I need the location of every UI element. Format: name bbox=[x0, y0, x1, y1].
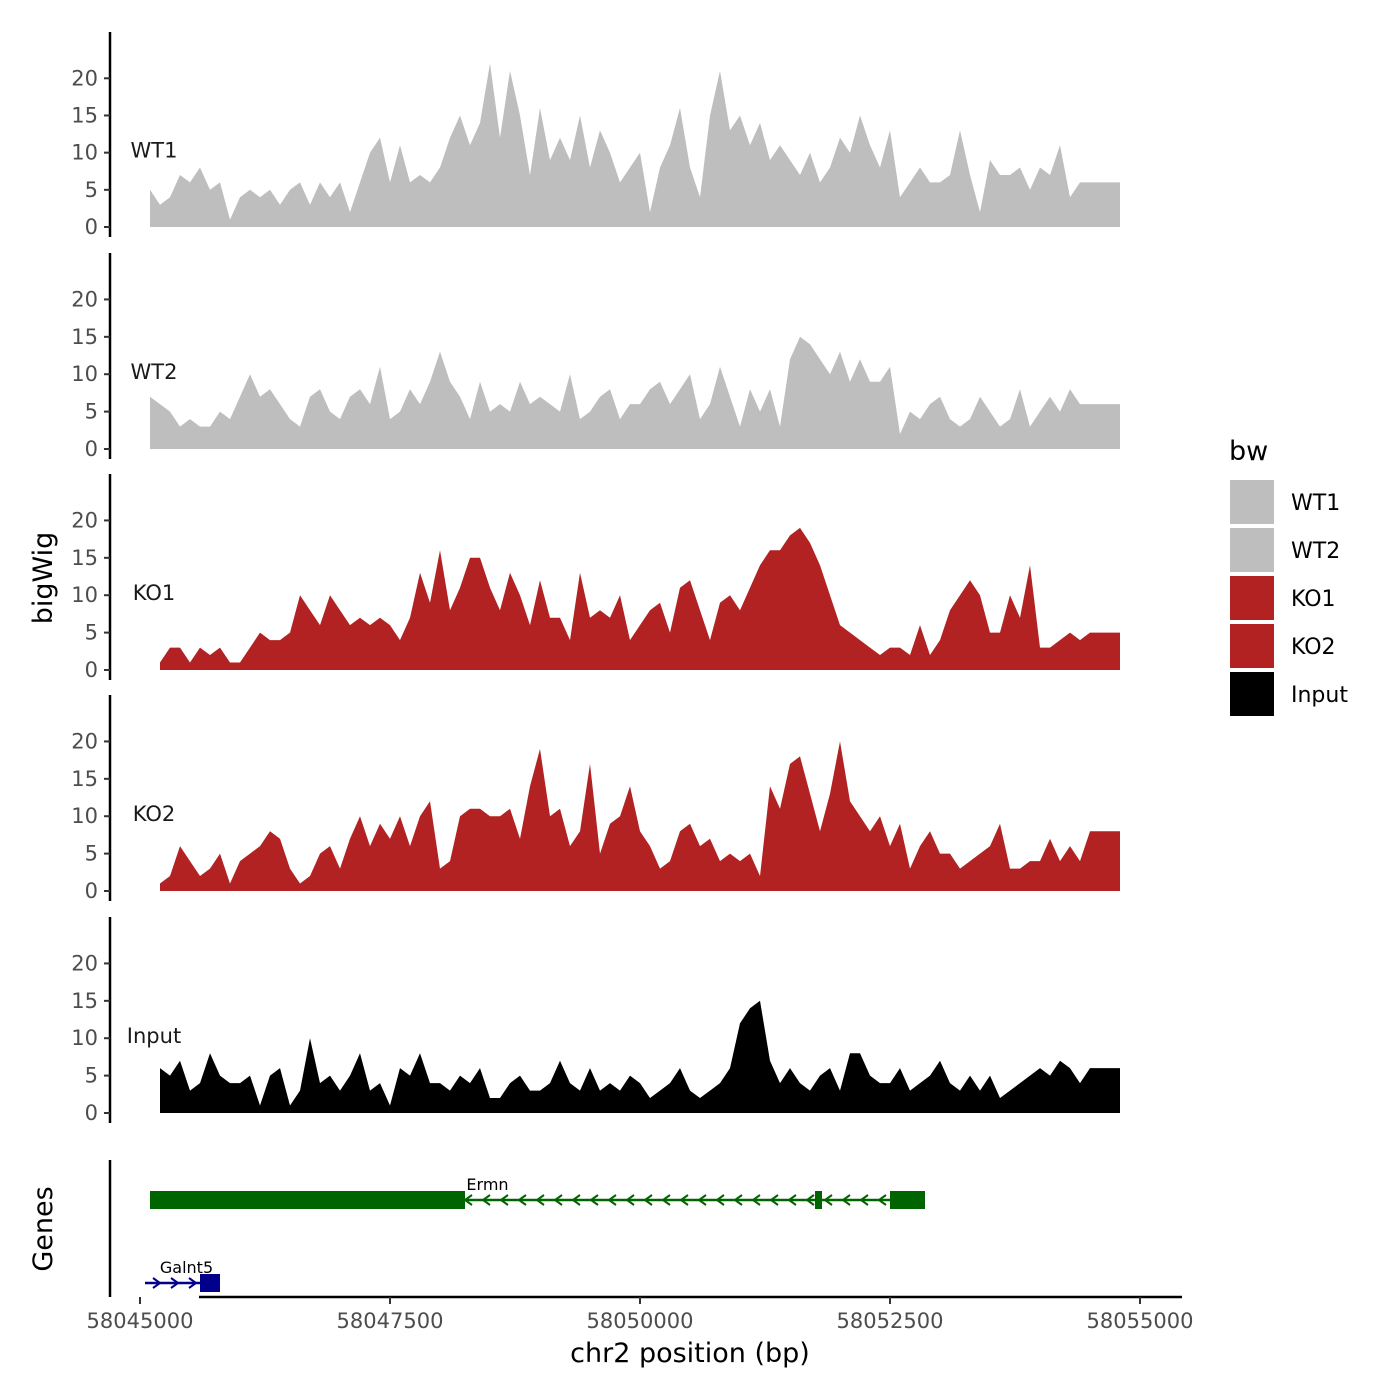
y-tick-label: 15 bbox=[71, 546, 98, 570]
track-ko1: 0 5 10 15 20 KO1 bbox=[71, 474, 1120, 682]
x-tick-label: 58050000 bbox=[587, 1309, 694, 1333]
track-wt1: 0 5 10 15 20 WT1 bbox=[71, 32, 1120, 239]
y-tick-label: 0 bbox=[85, 658, 98, 682]
strand-arrow bbox=[553, 1194, 563, 1206]
signal-area-input bbox=[160, 1000, 1120, 1113]
gene-name-label: Ermn bbox=[466, 1175, 508, 1194]
y-tick-label: 10 bbox=[71, 141, 98, 165]
track-input: 0 5 10 15 20 Input bbox=[71, 917, 1120, 1125]
strand-arrow bbox=[188, 1277, 198, 1289]
legend-key-ko2 bbox=[1230, 624, 1274, 668]
legend-key-ko1 bbox=[1230, 576, 1274, 620]
y-tick-label: 0 bbox=[85, 215, 98, 239]
gene-exon bbox=[200, 1274, 220, 1292]
track-wt2: 0 5 10 15 20 WT2 bbox=[71, 253, 1120, 461]
gene-exon bbox=[890, 1191, 925, 1209]
legend-key-wt1 bbox=[1230, 480, 1274, 524]
y-tick-label: 15 bbox=[71, 325, 98, 349]
signal-area-ko2 bbox=[160, 741, 1120, 891]
strand-arrow bbox=[715, 1194, 725, 1206]
legend-label-input: Input bbox=[1291, 683, 1348, 708]
y-tick-label: 20 bbox=[71, 287, 98, 311]
strand-arrow bbox=[787, 1194, 797, 1206]
track-label-ko1: KO1 bbox=[133, 581, 176, 605]
legend-label-wt1: WT1 bbox=[1291, 491, 1340, 516]
track-label-input: Input bbox=[127, 1024, 181, 1048]
x-tick-label: 58055000 bbox=[1087, 1309, 1194, 1333]
strand-arrow bbox=[679, 1194, 689, 1206]
y-tick-label: 5 bbox=[85, 1064, 98, 1088]
track-label-wt2: WT2 bbox=[131, 360, 178, 384]
signal-area-wt2 bbox=[150, 336, 1120, 449]
y-tick-label: 20 bbox=[71, 729, 98, 753]
y-axis-title-bigwig: bigWig bbox=[28, 532, 59, 625]
strand-arrow bbox=[859, 1194, 869, 1206]
signal-tracks: 0 5 10 15 20 WT1 0 5 10 15 20 WT2 0 5 10 15 20 KO1 0 5 10 15 2… bbox=[71, 32, 1120, 1125]
gene-galnt5: Galnt5 bbox=[145, 1258, 220, 1292]
legend-key-wt2 bbox=[1230, 528, 1274, 572]
y-tick-label: 0 bbox=[85, 879, 98, 903]
legend-title: bw bbox=[1229, 436, 1268, 467]
strand-arrow bbox=[697, 1194, 707, 1206]
strand-arrow bbox=[517, 1194, 527, 1206]
y-tick-label: 0 bbox=[85, 437, 98, 461]
y-tick-label: 5 bbox=[85, 400, 98, 424]
strand-arrow bbox=[170, 1277, 180, 1289]
strand-arrow bbox=[571, 1194, 581, 1206]
y-tick-label: 15 bbox=[71, 989, 98, 1013]
gene-exon bbox=[150, 1191, 465, 1209]
strand-arrow bbox=[152, 1277, 162, 1289]
x-tick-label: 58045000 bbox=[87, 1309, 194, 1333]
strand-arrow bbox=[661, 1194, 671, 1206]
y-tick-label: 20 bbox=[71, 508, 98, 532]
x-axis: 58045000 58047500 58050000 58052500 58055000 bbox=[87, 1295, 1194, 1333]
signal-area-wt1 bbox=[150, 63, 1120, 228]
track-label-ko2: KO2 bbox=[133, 802, 176, 826]
strand-arrow bbox=[769, 1194, 779, 1206]
track-label-wt1: WT1 bbox=[131, 138, 178, 162]
strand-arrow bbox=[535, 1194, 545, 1206]
strand-arrow bbox=[877, 1194, 887, 1206]
strand-arrow bbox=[823, 1194, 833, 1206]
x-tick-label: 58047500 bbox=[337, 1309, 444, 1333]
strand-arrow bbox=[625, 1194, 635, 1206]
y-tick-label: 20 bbox=[71, 951, 98, 975]
x-tick-label: 58052500 bbox=[837, 1309, 944, 1333]
legend-label-ko1: KO1 bbox=[1291, 587, 1336, 612]
strand-arrow bbox=[733, 1194, 743, 1206]
strand-arrow bbox=[499, 1194, 509, 1206]
y-tick-label: 15 bbox=[71, 767, 98, 791]
y-tick-label: 10 bbox=[71, 1026, 98, 1050]
y-tick-label: 20 bbox=[71, 66, 98, 90]
y-tick-label: 5 bbox=[85, 842, 98, 866]
track-ko2: 0 5 10 15 20 KO2 bbox=[71, 695, 1120, 903]
y-tick-label: 10 bbox=[71, 362, 98, 386]
y-tick-label: 0 bbox=[85, 1101, 98, 1125]
gene-exon bbox=[815, 1191, 822, 1209]
y-tick-label: 5 bbox=[85, 621, 98, 645]
y-tick-label: 10 bbox=[71, 804, 98, 828]
gene-name-label: Galnt5 bbox=[160, 1258, 213, 1277]
gene-track: Ermn Galnt5 bbox=[108, 1160, 925, 1297]
strand-arrow bbox=[607, 1194, 617, 1206]
strand-arrow bbox=[805, 1194, 815, 1206]
legend: bw WT1 WT2 KO1 KO2 Input bbox=[1229, 436, 1348, 716]
y-tick-label: 5 bbox=[85, 178, 98, 202]
strand-arrow bbox=[589, 1194, 599, 1206]
strand-arrow bbox=[481, 1194, 491, 1206]
strand-arrow bbox=[841, 1194, 851, 1206]
y-tick-label: 10 bbox=[71, 583, 98, 607]
strand-arrow bbox=[751, 1194, 761, 1206]
legend-label-wt2: WT2 bbox=[1291, 539, 1340, 564]
signal-area-ko1 bbox=[160, 527, 1120, 670]
x-axis-title: chr2 position (bp) bbox=[570, 1338, 810, 1369]
y-axis-title-genes: Genes bbox=[28, 1186, 59, 1271]
legend-label-ko2: KO2 bbox=[1291, 635, 1336, 660]
y-tick-label: 15 bbox=[71, 103, 98, 127]
gene-ermn: Ermn bbox=[150, 1175, 925, 1209]
strand-arrow bbox=[643, 1194, 653, 1206]
legend-key-input bbox=[1230, 672, 1274, 716]
